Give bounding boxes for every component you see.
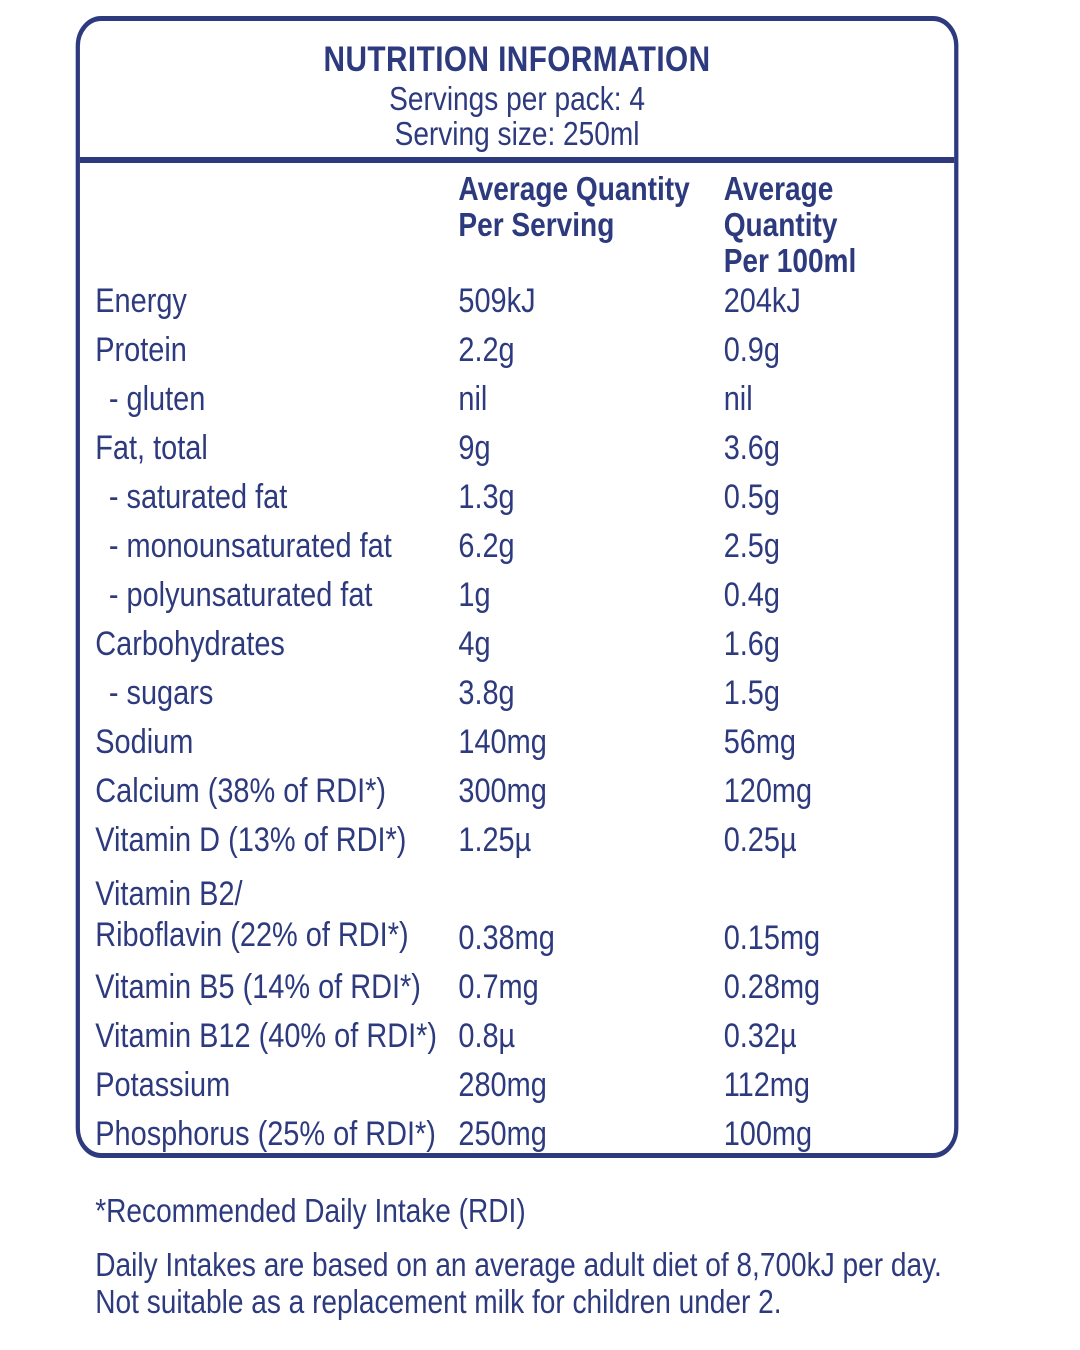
table-row: Potassium 280mg 112mg [95,1063,945,1112]
nutrient-label: Vitamin D (13% of RDI*) [95,821,407,859]
nutrient-label: Potassium [95,1066,231,1104]
per-100ml-value: 0.5g [723,478,780,516]
per-100ml-value: 0.15mg [723,919,821,957]
per-serving-value: 3.8g [458,674,515,712]
panel-header: NUTRITION INFORMATION Servings per pack:… [79,21,955,163]
per-serving-value: nil [458,380,488,418]
nutrition-panel: NUTRITION INFORMATION Servings per pack:… [75,16,959,1161]
per-100ml-value: 120mg [723,772,813,810]
per-serving-value: 0.8µ [458,1017,516,1055]
per-serving-value: 280mg [458,1066,547,1104]
per-serving-value: 2.2g [458,331,515,369]
per-serving-value: 0.38mg [458,919,555,957]
table-row: Vitamin B5 (14% of RDI*) 0.7mg 0.28mg [95,965,945,1014]
nutrient-label: Phosphorus (25% of RDI*) [95,1115,436,1153]
nutrient-label: Vitamin B5 (14% of RDI*) [95,968,421,1006]
table-row: Fat, total 9g 3.6g [95,426,945,475]
per-serving-value: 509kJ [458,282,536,320]
per-100ml-value: 3.6g [723,429,780,467]
nutrient-label: Calcium (38% of RDI*) [95,772,387,810]
per-serving-value: 1.25µ [458,821,532,859]
table-row: Vitamin B12 (40% of RDI*) 0.8µ 0.32µ [95,1014,945,1063]
table-row: Phosphorus (25% of RDI*) 250mg 100mg [95,1112,945,1161]
per-100ml-value: 0.32µ [723,1017,797,1055]
per-100ml-value: 1.5g [723,674,780,712]
per-serving-value: 4g [458,625,491,663]
daily-intake-footnote: Daily Intakes are based on an average ad… [95,1246,942,1320]
per-100ml-value: 56mg [723,723,797,761]
per-100ml-column-header: Average Quantity Per 100ml [723,170,857,279]
per-100ml-value: 204kJ [723,282,801,320]
per-serving-value: 140mg [458,723,547,761]
per-100ml-value: 0.9g [723,331,780,369]
nutrient-label: - saturated fat [108,478,288,516]
panel-title: NUTRITION INFORMATION [323,40,711,79]
nutrition-table: Average Quantity Per Serving Average Qua… [80,163,954,1161]
table-row: - gluten nil nil [95,377,945,426]
table-row: - sugars 3.8g 1.5g [95,671,945,720]
nutrient-label: Energy [95,282,187,320]
nutrient-label: - monounsaturated fat [108,527,392,565]
table-row: Carbohydrates 4g 1.6g [95,622,945,671]
nutrient-label: - sugars [108,674,214,712]
table-row: - monounsaturated fat 6.2g 2.5g [95,524,945,573]
per-100ml-value: 112mg [723,1066,810,1104]
table-row: Protein 2.2g 0.9g [95,328,945,377]
table-body: Energy 509kJ 204kJ Protein 2.2g 0.9g - g… [95,279,945,1161]
per-100ml-value: 1.6g [723,625,780,663]
rdi-footnote: *Recommended Daily Intake (RDI) [95,1192,526,1229]
table-row: Vitamin D (13% of RDI*) 1.25µ 0.25µ [95,818,945,867]
nutrient-label: - polyunsaturated fat [108,576,373,614]
nutrient-label: - gluten [108,380,206,418]
per-100ml-value: 0.28mg [723,968,821,1006]
nutrient-label: Vitamin B12 (40% of RDI*) [95,1017,437,1055]
per-serving-column-header: Average Quantity Per Serving [458,170,690,243]
per-serving-value: 1.3g [458,478,515,516]
per-100ml-value: 0.25µ [723,821,797,859]
nutrient-label: Fat, total [95,429,208,467]
servings-per-pack: Servings per pack: 4 [389,80,645,117]
per-100ml-value: 0.4g [723,576,780,614]
table-header-row: Average Quantity Per Serving Average Qua… [95,163,945,279]
per-serving-value: 1g [458,576,491,614]
nutrient-label: Protein [95,331,187,369]
table-row: - saturated fat 1.3g 0.5g [95,475,945,524]
per-100ml-value: 2.5g [723,527,780,565]
nutrient-label: Sodium [95,723,194,761]
per-100ml-value: nil [723,380,753,418]
serving-size: Serving size: 250ml [394,115,640,152]
per-100ml-value: 100mg [723,1115,813,1153]
footnotes: *Recommended Daily Intake (RDI) Daily In… [95,1192,996,1320]
table-row: Sodium 140mg 56mg [95,720,945,769]
table-row: - polyunsaturated fat 1g 0.4g [95,573,945,622]
per-serving-value: 0.7mg [458,968,539,1006]
table-row: Vitamin B2/ Riboflavin (22% of RDI*) 0.3… [95,867,945,965]
table-row: Energy 509kJ 204kJ [95,279,945,328]
nutrient-label: Vitamin B2/ Riboflavin (22% of RDI*) [95,875,409,954]
table-row: Calcium (38% of RDI*) 300mg 120mg [95,769,945,818]
per-serving-value: 9g [458,429,491,467]
nutrient-label: Carbohydrates [95,625,285,663]
per-serving-value: 6.2g [458,527,515,565]
per-serving-value: 250mg [458,1115,547,1153]
per-serving-value: 300mg [458,772,547,810]
